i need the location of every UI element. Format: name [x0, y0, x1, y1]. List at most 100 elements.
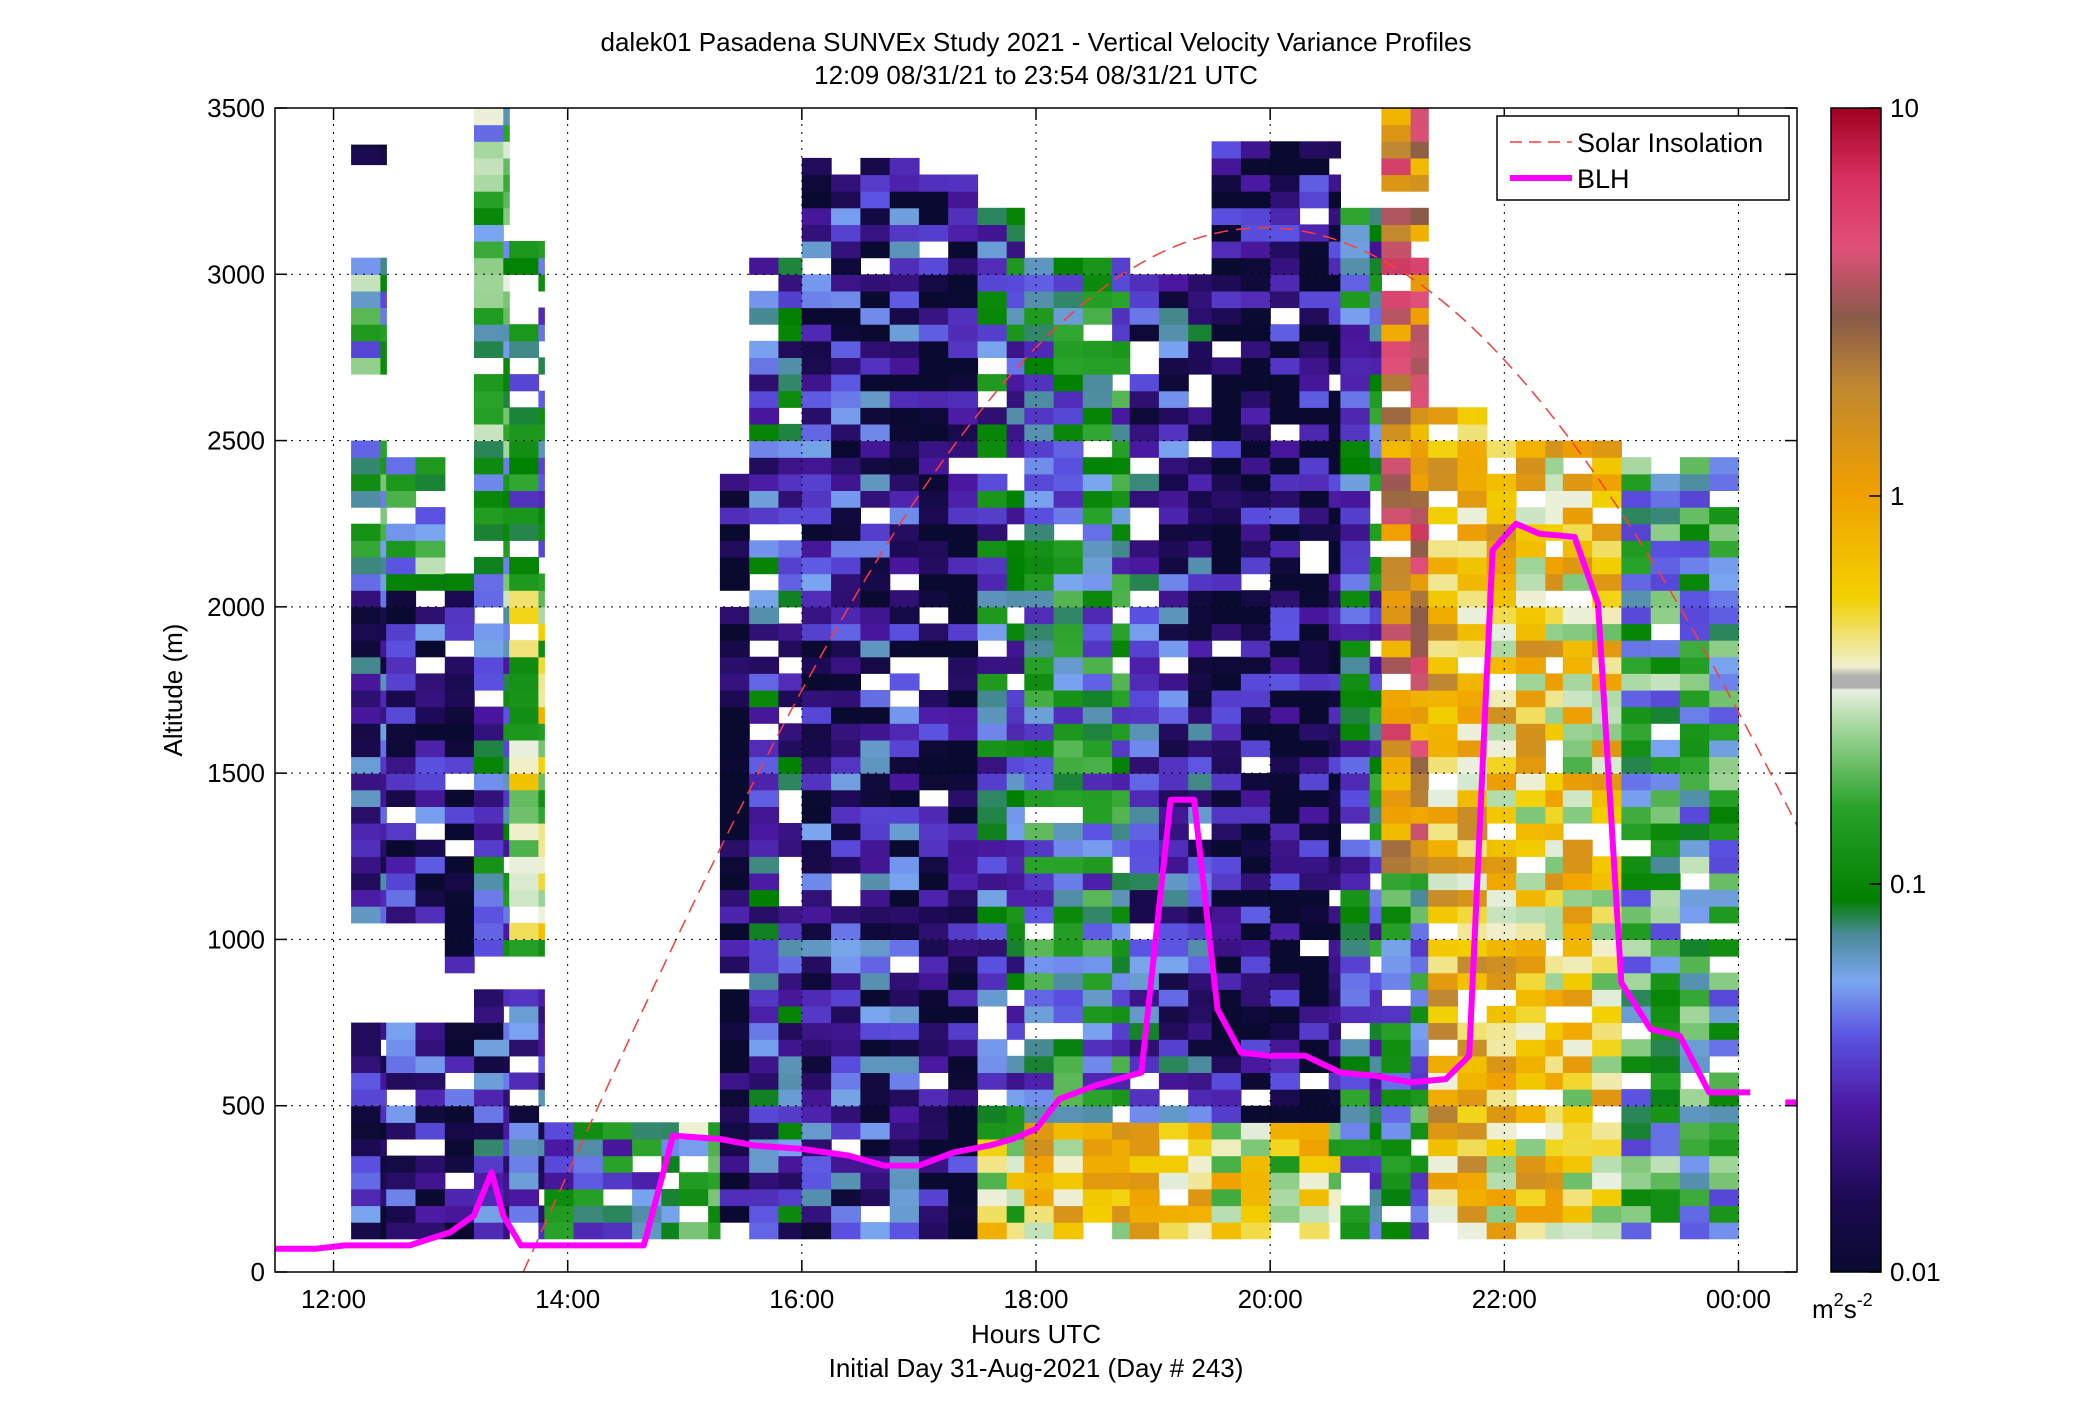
heatmap-cell — [719, 1122, 750, 1140]
heatmap-cell — [719, 573, 750, 591]
heatmap-cell — [1188, 939, 1213, 957]
heatmap-cell — [918, 473, 949, 491]
heatmap-cell — [509, 473, 540, 491]
heatmap-cell — [1621, 457, 1652, 475]
heatmap-cell — [1006, 357, 1025, 375]
heatmap-cell — [749, 922, 780, 940]
heatmap-cell — [889, 257, 920, 275]
heatmap-cell — [1112, 473, 1131, 491]
heatmap-cell — [1328, 473, 1341, 491]
heatmap-cell — [860, 922, 891, 940]
heatmap-cell — [860, 390, 891, 408]
heatmap-cell — [1082, 972, 1113, 990]
heatmap-cell — [1621, 1205, 1652, 1223]
heatmap-cell — [948, 191, 979, 209]
heatmap-cell — [1562, 922, 1593, 940]
heatmap-cell — [1486, 839, 1517, 857]
colorbar-unit-mid: s — [1844, 1294, 1857, 1324]
heatmap-cell — [918, 1055, 949, 1073]
heatmap-cell — [1486, 606, 1517, 625]
heatmap-cell — [1709, 623, 1740, 641]
x-tick-label: 20:00 — [1238, 1284, 1303, 1314]
heatmap-cell — [1709, 1039, 1740, 1057]
heatmap-cell — [380, 144, 387, 149]
colorbar-tick-label: 0.01 — [1890, 1257, 1941, 1287]
heatmap-cell — [1381, 1222, 1412, 1240]
heatmap-cell — [1299, 457, 1330, 475]
heatmap-cell — [1158, 706, 1189, 724]
heatmap-cell — [1486, 1055, 1517, 1073]
heatmap-cell — [1211, 507, 1242, 525]
heatmap-cell — [1129, 823, 1160, 841]
heatmap-cell — [1006, 1105, 1025, 1123]
heatmap-cell — [1410, 1205, 1429, 1223]
heatmap-cell — [749, 606, 780, 625]
heatmap-cell — [1112, 906, 1131, 924]
heatmap-cell — [1457, 1072, 1488, 1090]
heatmap-cell — [1650, 1155, 1681, 1173]
heatmap-cell — [1006, 1155, 1025, 1173]
heatmap-cell — [474, 174, 504, 192]
heatmap-cell — [749, 374, 780, 392]
heatmap-cell — [918, 823, 949, 841]
heatmap-cell — [1410, 224, 1429, 242]
heatmap-cell — [948, 357, 979, 375]
heatmap-cell — [1369, 590, 1382, 608]
heatmap-cell — [1381, 1155, 1412, 1173]
heatmap-cell — [1328, 773, 1341, 791]
heatmap-cell — [1328, 573, 1341, 591]
heatmap-cell — [386, 590, 417, 608]
heatmap-cell — [977, 839, 1008, 857]
heatmap-cell — [1270, 1072, 1301, 1090]
heatmap-cell — [1024, 340, 1055, 358]
heatmap-cell — [503, 174, 510, 192]
heatmap-cell — [1240, 540, 1271, 558]
heatmap-cell — [573, 1205, 604, 1223]
heatmap-cell — [1381, 1139, 1412, 1157]
heatmap-cell — [889, 557, 920, 575]
heatmap-cell — [860, 839, 891, 857]
heatmap-cell — [1410, 124, 1429, 142]
heatmap-cell — [1340, 739, 1371, 758]
heatmap-cell — [1211, 673, 1242, 691]
heatmap-cell — [1457, 440, 1488, 458]
heatmap-cell — [415, 1089, 446, 1107]
heatmap-cell — [503, 690, 510, 708]
heatmap-cell — [351, 806, 381, 824]
heatmap-cell — [1381, 1172, 1412, 1190]
heatmap-cell — [1410, 340, 1429, 358]
heatmap-cell — [1545, 1205, 1564, 1223]
heatmap-cell — [1381, 207, 1412, 225]
heatmap-cell — [1270, 690, 1301, 708]
heatmap-cell — [1112, 423, 1131, 442]
heatmap-cell — [977, 872, 1008, 891]
heatmap-cell — [1457, 523, 1488, 541]
heatmap-cell — [1328, 407, 1341, 425]
heatmap-cell — [509, 806, 540, 824]
heatmap-cell — [1457, 590, 1488, 608]
heatmap-cell — [1328, 690, 1341, 708]
heatmap-cell — [474, 590, 504, 608]
heatmap-cell — [860, 939, 891, 957]
heatmap-cell — [380, 623, 387, 641]
heatmap-cell — [380, 1172, 387, 1190]
heatmap-cell — [1299, 956, 1330, 974]
heatmap-cell — [948, 839, 979, 857]
heatmap-cell — [1709, 557, 1740, 575]
heatmap-cell — [1516, 540, 1546, 558]
heatmap-cell — [801, 806, 832, 824]
heatmap-cell — [386, 789, 417, 807]
heatmap-cell — [1709, 1172, 1740, 1190]
heatmap-cell — [1381, 124, 1412, 142]
heatmap-cell — [1562, 573, 1593, 591]
heatmap-cell — [1486, 806, 1517, 824]
heatmap-cell — [1457, 739, 1488, 758]
heatmap-cell — [1024, 1222, 1055, 1240]
heatmap-cell — [474, 390, 504, 408]
heatmap-cell — [977, 307, 1008, 325]
heatmap-cell — [1006, 590, 1025, 608]
heatmap-cell — [415, 906, 446, 924]
heatmap-cell — [889, 340, 920, 358]
heatmap-cell — [1082, 606, 1113, 625]
heatmap-cell — [1188, 1072, 1213, 1090]
